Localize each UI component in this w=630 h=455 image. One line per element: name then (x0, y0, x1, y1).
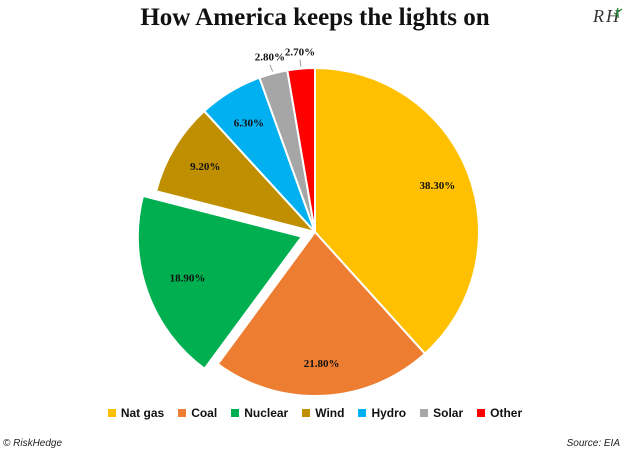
legend-label: Solar (433, 406, 464, 420)
svg-text:R: R (592, 6, 604, 26)
source-text: Source: EIA (566, 438, 620, 449)
pie-slice-other (286, 66, 316, 233)
leader-line-solar (269, 64, 274, 72)
legend-swatch (231, 409, 240, 417)
legend-item-solar: Solar (420, 406, 463, 420)
legend-item-hydro: Hydro (358, 406, 406, 420)
chart-title: How America keeps the lights on (140, 4, 490, 31)
chart-legend: Nat gas Coal Nuclear Wind Hydro Solar Other (0, 406, 630, 420)
legend-label: Nuclear (244, 406, 289, 420)
pie-slice-nuclear (136, 194, 304, 371)
data-label-nuclear: 18.90% (170, 272, 206, 284)
data-label-wind: 9.20% (190, 161, 220, 173)
copyright-text: © RiskHedge (3, 438, 63, 449)
legend-swatch (420, 409, 429, 417)
legend-item-coal: Coal (178, 406, 217, 420)
pie-slice-wind (154, 109, 319, 234)
data-label-solar: 2.80% (255, 52, 285, 64)
legend-item-nuclear: Nuclear (231, 406, 288, 420)
legend-label: Coal (191, 406, 218, 420)
legend-swatch (302, 409, 311, 417)
legend-swatch (477, 409, 486, 417)
legend-item-nat-gas: Nat gas (107, 406, 165, 420)
legend-label: Nat gas (120, 406, 165, 420)
legend-label: Other (490, 406, 523, 420)
legend-swatch (107, 409, 116, 417)
legend-swatch (358, 409, 367, 417)
riskhedge-logo: R H (592, 6, 623, 26)
pie-slice-coal (216, 230, 427, 397)
data-label-hydro: 6.30% (234, 118, 264, 130)
data-label-other: 2.70% (285, 47, 315, 59)
leader-line-other (299, 59, 302, 67)
legend-item-wind: Wind (302, 406, 344, 420)
legend-swatch (178, 409, 187, 417)
pie-slice-nat-gas (314, 66, 480, 356)
legend-label: Wind (315, 406, 345, 420)
legend-item-other: Other (477, 406, 522, 420)
data-label-nat-gas: 38.30% (420, 180, 456, 192)
data-label-coal: 21.80% (304, 358, 340, 370)
svg-text:H: H (605, 6, 620, 26)
legend-label: Hydro (371, 406, 407, 420)
